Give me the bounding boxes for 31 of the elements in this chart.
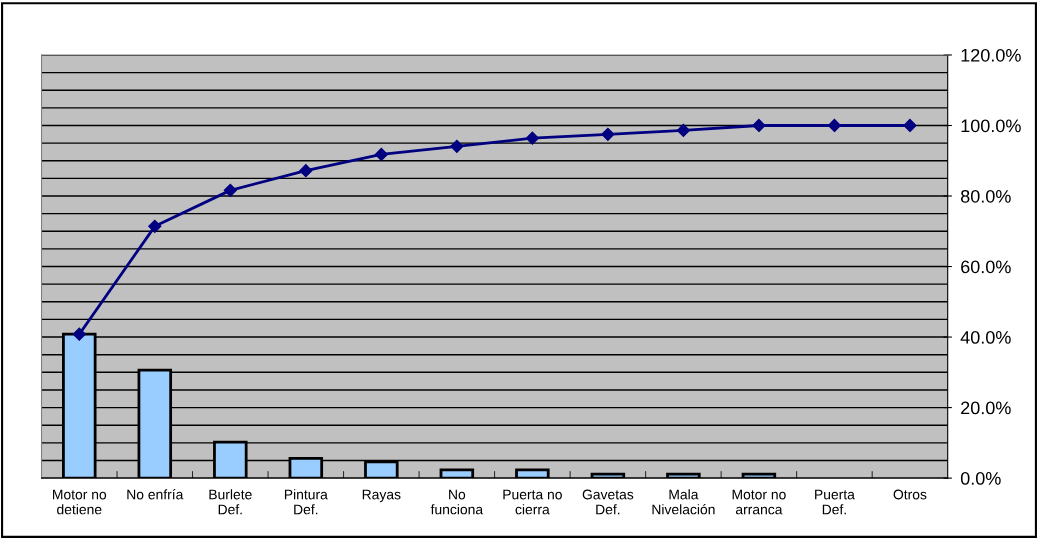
y-tick-label: 60.0%: [961, 260, 1011, 274]
x-tick-label: Gavetas Def.: [582, 489, 634, 515]
point: [299, 164, 313, 178]
x-tick-label: No enfría: [127, 489, 184, 500]
point: [525, 131, 539, 145]
x-tick-label: Rayas: [362, 489, 401, 503]
y-tick-label: 80.0%: [960, 189, 1011, 203]
x-tick-label: Motor no arranca: [732, 489, 786, 515]
point: [827, 118, 842, 133]
x-tick-label: Motor no detiene: [53, 489, 107, 515]
point: [903, 118, 917, 133]
x-tick-label: Pintura Def.: [284, 489, 328, 515]
y-tick-label: 120.0%: [961, 48, 1021, 62]
point: [676, 123, 690, 138]
x-tick-label: Puerta Def.: [815, 489, 855, 515]
point: [72, 327, 86, 341]
point: [148, 219, 162, 233]
x-tick-label: Puerta no cierra: [503, 489, 562, 515]
x-tick-label: No funciona: [430, 489, 484, 515]
x-tick-label: Burlete Def.: [209, 489, 252, 515]
y-tick-label: 0.0%: [960, 472, 1001, 485]
point: [752, 118, 766, 133]
y-tick-label: 100.0%: [961, 119, 1021, 133]
point: [374, 147, 388, 161]
x-tick-label: Mala Nivelación: [652, 489, 715, 515]
x-tick-label: Otros: [893, 489, 927, 500]
point: [223, 183, 237, 197]
y-tick-label: 20.0%: [961, 401, 1011, 415]
point: [601, 127, 615, 141]
point: [450, 139, 464, 153]
y-tick-label: 40.0%: [960, 330, 1011, 344]
